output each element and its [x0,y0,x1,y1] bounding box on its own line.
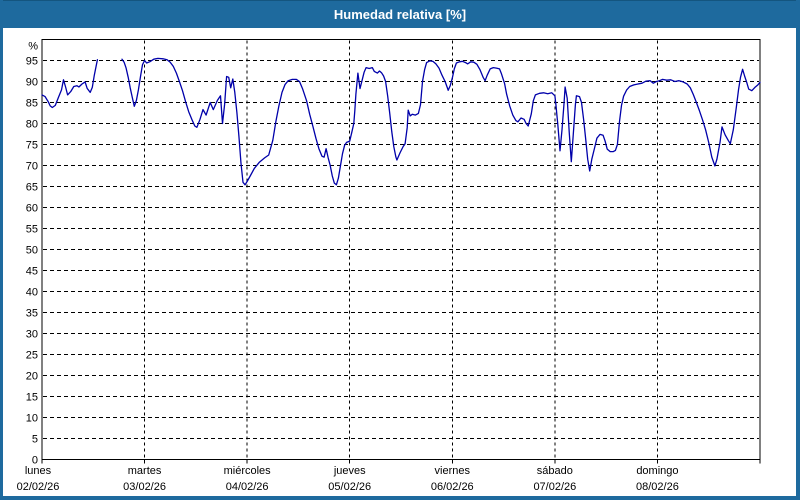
y-tick-label: 30 [26,329,38,341]
y-tick-label: 15 [26,392,38,404]
x-date-label: 03/02/26 [123,481,166,493]
y-tick-label: 20 [26,371,38,383]
y-tick-label: 10 [26,413,38,425]
y-tick-label: 50 [26,245,38,257]
x-day-label: domingo [636,465,678,477]
humidity-line [121,57,761,186]
y-tick-label: 60 [26,203,38,215]
y-tick-label: 85 [26,98,38,110]
y-tick-label: 55 [26,224,38,236]
y-tick-label: 25 [26,350,38,362]
x-date-label: 04/02/26 [226,481,269,493]
y-tick-label: 5 [32,434,38,446]
chart-title: Humedad relativa [%] [333,7,467,22]
y-tick-label: 65 [26,182,38,194]
humidity-line [41,59,99,109]
plot-border [41,39,761,460]
x-day-label: miércoles [224,465,272,477]
x-date-label: 07/02/26 [533,481,576,493]
y-tick-label: 70 [26,161,38,173]
x-day-label: jueves [333,465,366,477]
y-tick-label: 35 [26,308,38,320]
x-day-label: viernes [435,465,471,477]
title-bar: Humedad relativa [%] [3,0,796,28]
x-date-label: 02/02/26 [17,481,60,493]
x-date-label: 08/02/26 [636,481,679,493]
humidity-chart: 0 5 10 15 20 25 30 35 40 45 50 55 60 65 70 75 80 85 90 95% l… [17,39,761,493]
y-tick-label: 40 [26,287,38,299]
x-date-label: 06/02/26 [431,481,474,493]
y-tick-label: 0 [32,455,38,467]
y-tick-label: 90 [26,77,38,89]
x-date-label: 05/02/26 [328,481,371,493]
y-tick-label: 80 [26,119,38,131]
y-axis-unit-label: % [28,41,38,53]
x-day-label: lunes [25,465,52,477]
x-day-label: sábado [537,465,573,477]
x-day-label: martes [128,465,162,477]
chart-region: 0 5 10 15 20 25 30 35 40 45 50 55 60 65 70 75 80 85 90 95% l… [3,28,796,496]
y-tick-label: 75 [26,140,38,152]
y-tick-label: 95 [26,56,38,68]
y-tick-label: 45 [26,266,38,278]
